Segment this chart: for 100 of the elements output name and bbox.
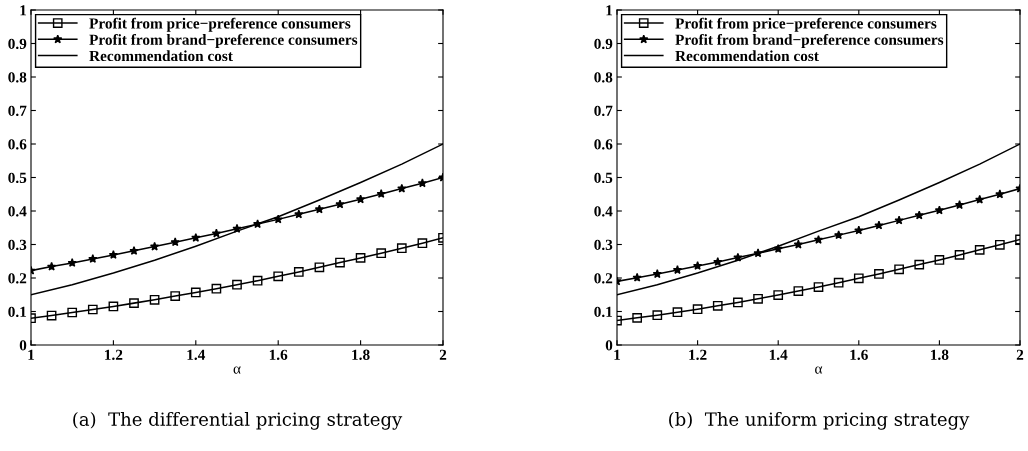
point xyxy=(355,194,366,204)
x-tick-label: 1.2 xyxy=(105,349,123,360)
point xyxy=(376,189,386,198)
y-tick-label: 0.9 xyxy=(8,38,27,50)
legend-label: Profit from brand−preference consumers xyxy=(675,33,944,48)
point xyxy=(854,225,864,235)
point xyxy=(994,239,1005,250)
y-tick-label: 0 xyxy=(19,340,27,351)
point xyxy=(874,220,884,230)
point xyxy=(88,254,98,263)
x-tick-label: 1 xyxy=(28,349,35,360)
x-tick-label: 1.2 xyxy=(689,349,707,360)
point xyxy=(934,255,945,265)
y-tick-label: 0.1 xyxy=(8,306,27,318)
point xyxy=(396,243,407,254)
point xyxy=(793,239,804,249)
x-axis-title: α xyxy=(815,366,823,374)
y-tick-label: 0.7 xyxy=(8,105,27,117)
point xyxy=(672,307,683,318)
legend-label: Profit from price−preference consumers xyxy=(89,17,351,32)
point xyxy=(87,304,98,315)
point xyxy=(954,200,965,210)
point xyxy=(108,301,119,312)
point xyxy=(129,246,139,255)
point xyxy=(974,244,985,255)
point xyxy=(335,199,345,209)
point xyxy=(149,294,160,305)
point xyxy=(813,282,824,292)
legend-label: Profit from price−preference consumers xyxy=(675,17,937,32)
x-tick-label: 2 xyxy=(1016,349,1024,360)
point xyxy=(417,238,428,249)
point xyxy=(170,237,180,247)
x-tick-label: 1 xyxy=(614,349,621,360)
point xyxy=(170,291,181,301)
x-tick-label: 1.4 xyxy=(187,349,206,360)
point xyxy=(232,279,242,290)
point xyxy=(211,283,222,294)
point xyxy=(753,293,763,304)
point xyxy=(314,262,325,273)
point xyxy=(713,257,723,266)
point xyxy=(417,178,428,188)
point xyxy=(67,258,77,267)
point xyxy=(954,250,965,260)
point xyxy=(355,253,366,263)
point xyxy=(335,257,345,268)
point xyxy=(975,194,985,204)
point xyxy=(793,286,804,296)
y-tick-label: 0.5 xyxy=(8,172,27,184)
y-tick-label: 0.3 xyxy=(8,239,27,251)
point xyxy=(995,189,1005,199)
y-tick-label: 0.4 xyxy=(594,206,613,217)
y-tick-label: 0.2 xyxy=(594,273,613,284)
x-tick-label: 1.6 xyxy=(269,349,288,360)
x-axis-title: α xyxy=(233,366,241,374)
x-tick-label: 1.8 xyxy=(352,349,370,360)
point xyxy=(894,264,904,275)
text: (b) The uniform pricing strategy xyxy=(669,412,970,430)
point xyxy=(252,275,263,286)
y-tick-label: 0.1 xyxy=(594,306,613,318)
y-tick-label: 0.7 xyxy=(594,105,613,117)
y-tick-label: 0 xyxy=(605,340,613,351)
point xyxy=(874,269,884,279)
point xyxy=(894,215,904,225)
point xyxy=(833,230,844,240)
point xyxy=(672,265,683,275)
point xyxy=(314,204,325,214)
point xyxy=(129,298,139,308)
point xyxy=(733,297,743,308)
y-tick-label: 0.6 xyxy=(8,139,27,150)
point xyxy=(46,310,57,321)
y-tick-label: 1 xyxy=(606,5,613,16)
point xyxy=(914,210,924,220)
point xyxy=(934,205,945,215)
y-tick-label: 0.4 xyxy=(8,206,27,217)
point xyxy=(273,271,284,282)
legend-label: Recommendation cost xyxy=(675,50,819,62)
point xyxy=(191,232,201,242)
point xyxy=(692,304,703,315)
point xyxy=(853,273,864,284)
text: (a) The differential pricing strategy xyxy=(73,412,403,430)
y-tick-label: 0.8 xyxy=(594,72,613,83)
point xyxy=(813,234,824,244)
point xyxy=(712,300,723,311)
point xyxy=(773,290,784,300)
point xyxy=(397,183,407,193)
point xyxy=(149,241,160,251)
y-tick-label: 0.8 xyxy=(8,72,27,83)
legend-label: Profit from brand−preference consumers xyxy=(89,33,358,48)
x-tick-label: 1.4 xyxy=(769,349,788,360)
point xyxy=(632,272,642,282)
point xyxy=(652,269,662,279)
y-tick-label: 0.6 xyxy=(594,139,613,150)
point xyxy=(108,250,119,259)
y-tick-label: 1 xyxy=(20,5,27,16)
point xyxy=(833,277,844,288)
legend-label: Recommendation cost xyxy=(89,50,233,62)
point xyxy=(914,259,925,270)
point xyxy=(293,267,304,277)
point xyxy=(46,261,57,271)
x-tick-label: 1.6 xyxy=(850,349,868,360)
